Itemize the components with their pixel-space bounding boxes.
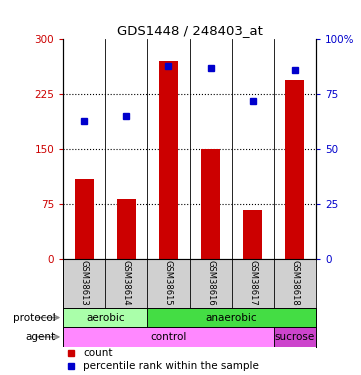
Text: agent: agent bbox=[26, 332, 56, 342]
Bar bbox=[63, 327, 274, 346]
Text: control: control bbox=[150, 332, 187, 342]
Text: GDS1448 / 248403_at: GDS1448 / 248403_at bbox=[117, 24, 262, 38]
Bar bbox=[201, 149, 220, 260]
Text: GSM38615: GSM38615 bbox=[164, 260, 173, 306]
Text: GSM38616: GSM38616 bbox=[206, 260, 215, 306]
Text: protocol: protocol bbox=[13, 312, 56, 322]
Bar bbox=[159, 62, 178, 260]
Text: anaerobic: anaerobic bbox=[206, 312, 257, 322]
Text: percentile rank within the sample: percentile rank within the sample bbox=[83, 361, 259, 371]
Text: GSM38618: GSM38618 bbox=[290, 260, 299, 306]
Text: sucrose: sucrose bbox=[275, 332, 315, 342]
Text: aerobic: aerobic bbox=[86, 312, 125, 322]
Text: GSM38617: GSM38617 bbox=[248, 260, 257, 306]
Bar bbox=[63, 308, 147, 327]
Bar bbox=[117, 199, 136, 260]
Bar bbox=[274, 327, 316, 346]
Bar bbox=[285, 80, 304, 260]
Bar bbox=[75, 179, 94, 260]
Bar bbox=[243, 210, 262, 260]
Bar bbox=[147, 308, 316, 327]
Text: GSM38614: GSM38614 bbox=[122, 260, 131, 306]
Text: count: count bbox=[83, 348, 113, 358]
Text: GSM38613: GSM38613 bbox=[80, 260, 89, 306]
